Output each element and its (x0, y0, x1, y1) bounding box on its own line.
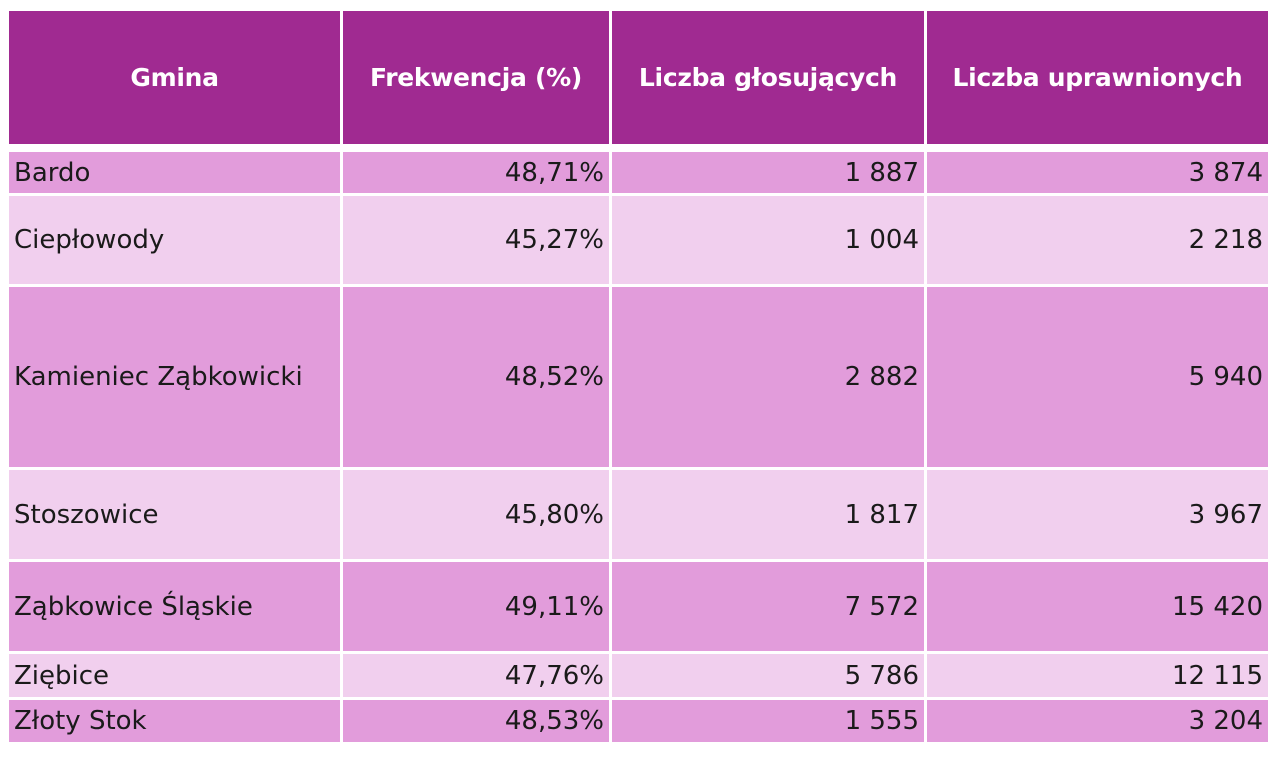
cell-uprawnionych: 3 967 (927, 470, 1268, 559)
table-row: Stoszowice 45,80% 1 817 3 967 (9, 470, 1268, 559)
header-frekwencja: Frekwencja (%) (343, 11, 609, 144)
cell-glosujacych: 1 887 (612, 152, 924, 193)
cell-uprawnionych: 15 420 (927, 562, 1268, 651)
header-liczba-glosujacych: Liczba głosujących (612, 11, 924, 144)
turnout-table-container: Gmina Frekwencja (%) Liczba głosujących … (9, 11, 1271, 745)
table-row: Kamieniec Ząbkowicki 48,52% 2 882 5 940 (9, 287, 1268, 467)
cell-frekwencja: 48,71% (343, 152, 609, 193)
cell-frekwencja: 45,80% (343, 470, 609, 559)
cell-gmina: Ziębice (9, 654, 340, 697)
cell-uprawnionych: 3 204 (927, 700, 1268, 742)
cell-glosujacych: 1 817 (612, 470, 924, 559)
cell-gmina: Bardo (9, 152, 340, 193)
table-row: Bardo 48,71% 1 887 3 874 (9, 152, 1268, 193)
cell-glosujacych: 7 572 (612, 562, 924, 651)
cell-gmina: Kamieniec Ząbkowicki (9, 287, 340, 467)
cell-frekwencja: 49,11% (343, 562, 609, 651)
cell-gmina: Ciepłowody (9, 196, 340, 284)
cell-glosujacych: 5 786 (612, 654, 924, 697)
turnout-table: Gmina Frekwencja (%) Liczba głosujących … (6, 8, 1271, 745)
cell-uprawnionych: 12 115 (927, 654, 1268, 697)
table-row: Ciepłowody 45,27% 1 004 2 218 (9, 196, 1268, 284)
cell-gmina: Stoszowice (9, 470, 340, 559)
cell-uprawnionych: 2 218 (927, 196, 1268, 284)
table-row: Ziębice 47,76% 5 786 12 115 (9, 654, 1268, 697)
cell-gmina: Złoty Stok (9, 700, 340, 742)
cell-glosujacych: 2 882 (612, 287, 924, 467)
cell-uprawnionych: 3 874 (927, 152, 1268, 193)
header-gmina: Gmina (9, 11, 340, 144)
header-liczba-uprawnionych: Liczba uprawnionych (927, 11, 1268, 144)
cell-frekwencja: 48,53% (343, 700, 609, 742)
cell-uprawnionych: 5 940 (927, 287, 1268, 467)
table-row: Ząbkowice Śląskie 49,11% 7 572 15 420 (9, 562, 1268, 651)
table-header-row: Gmina Frekwencja (%) Liczba głosujących … (9, 11, 1268, 144)
cell-gmina: Ząbkowice Śląskie (9, 562, 340, 651)
cell-glosujacych: 1 004 (612, 196, 924, 284)
cell-frekwencja: 47,76% (343, 654, 609, 697)
cell-glosujacych: 1 555 (612, 700, 924, 742)
cell-frekwencja: 48,52% (343, 287, 609, 467)
table-row: Złoty Stok 48,53% 1 555 3 204 (9, 700, 1268, 742)
cell-frekwencja: 45,27% (343, 196, 609, 284)
